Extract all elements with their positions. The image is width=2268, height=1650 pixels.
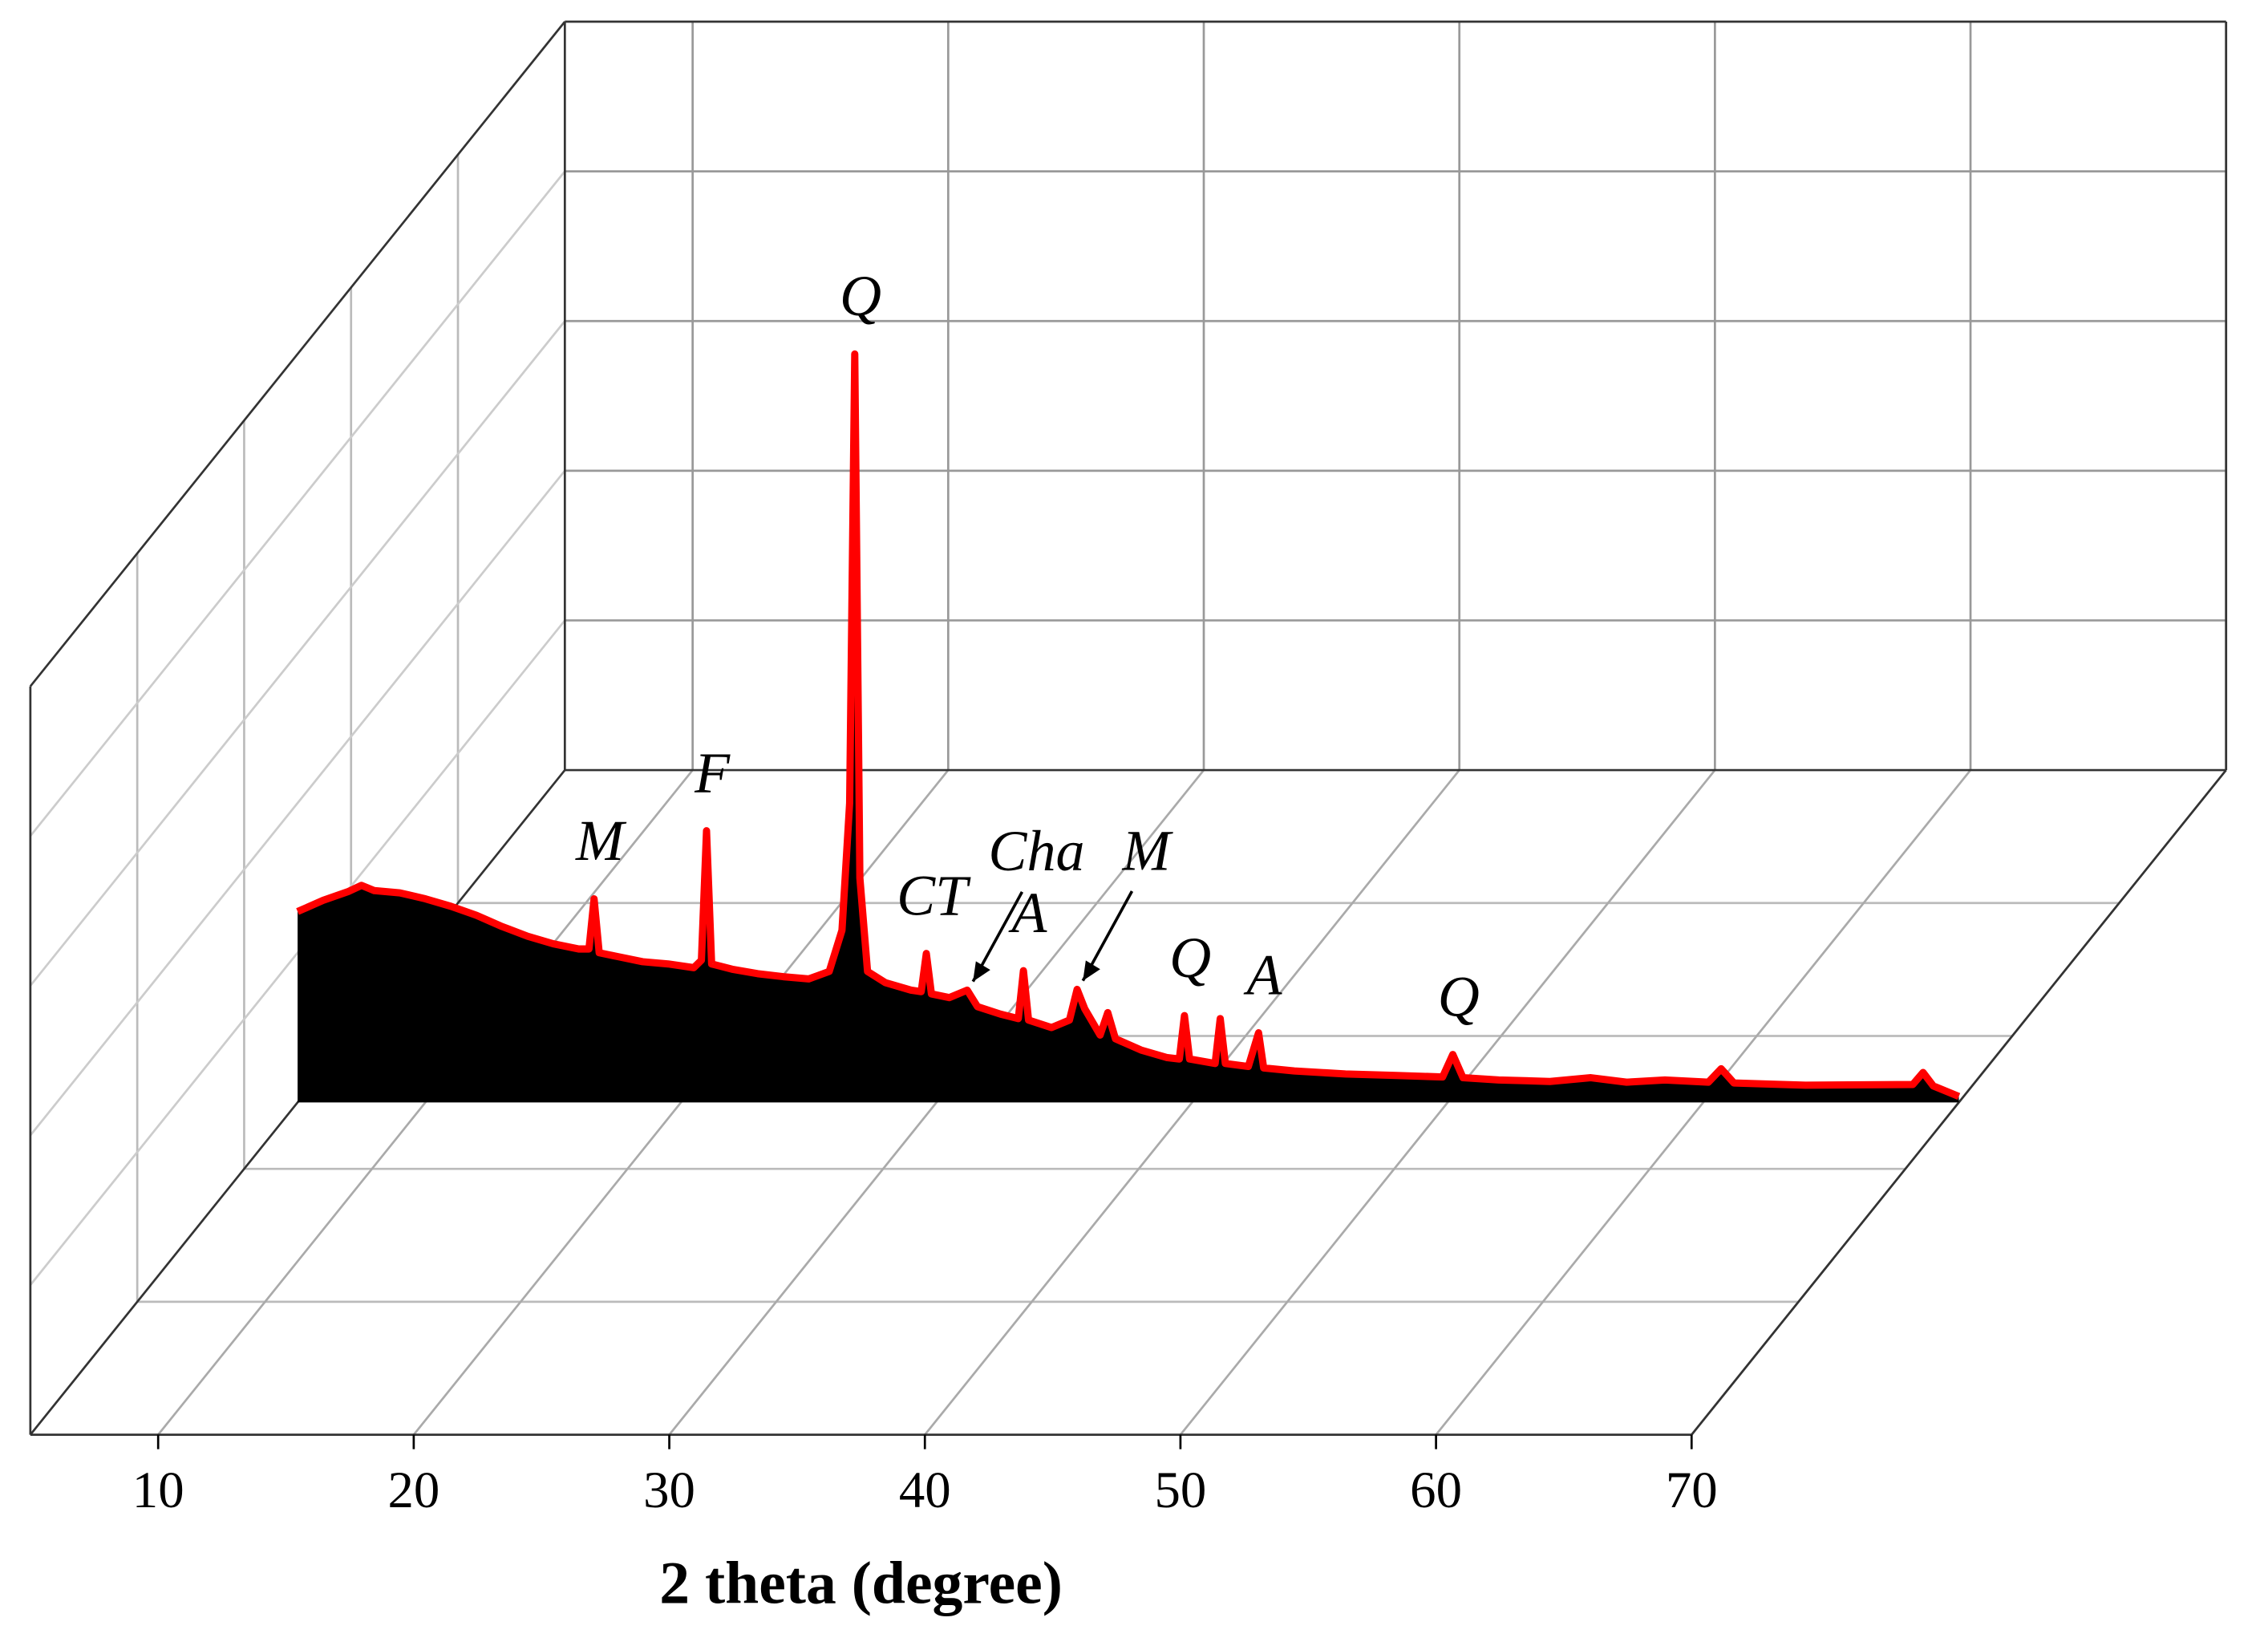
annotation: Q: [1438, 964, 1480, 1028]
data-line: [296, 350, 1961, 1101]
annotation: Q: [840, 264, 881, 328]
annotation: CT: [897, 863, 971, 927]
x-tick-label: 50: [1155, 1461, 1207, 1519]
annotation: F: [694, 740, 731, 805]
x-tick-label: 20: [387, 1461, 439, 1519]
annotation: M: [1122, 818, 1174, 882]
annotation: Q: [1169, 926, 1211, 990]
wall-grid: [29, 170, 566, 837]
x-tick-label: 10: [132, 1461, 184, 1519]
wall-grid: [29, 469, 566, 1137]
annotation: A: [1008, 881, 1047, 945]
annotation: A: [1244, 943, 1283, 1007]
x-axis-title: 2 theta (degree): [659, 1551, 1063, 1617]
area-fill: [298, 354, 1959, 1103]
arrow-head: [1083, 960, 1100, 981]
x-tick-label: 40: [899, 1461, 951, 1519]
arrow-head: [973, 961, 990, 982]
x-tick-label: 60: [1410, 1461, 1462, 1519]
annotation: Cha: [988, 819, 1084, 883]
axis-frame: [29, 21, 566, 687]
annotation: M: [575, 809, 627, 873]
wall-grid: [29, 320, 566, 987]
x-tick-label: 70: [1666, 1461, 1718, 1519]
x-tick-label: 30: [643, 1461, 695, 1519]
